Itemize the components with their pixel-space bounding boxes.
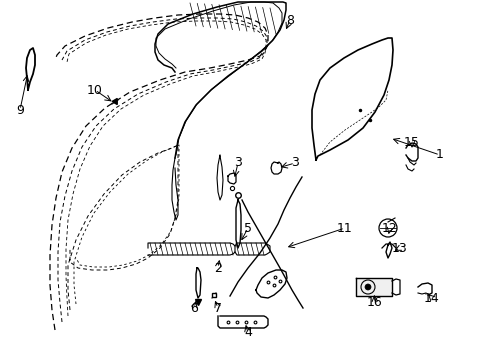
Text: 3: 3 xyxy=(234,157,242,170)
Text: 10: 10 xyxy=(87,84,103,96)
Text: 8: 8 xyxy=(285,13,293,27)
Text: 16: 16 xyxy=(366,297,382,310)
Text: 4: 4 xyxy=(244,327,251,339)
Text: 2: 2 xyxy=(214,261,222,274)
Text: 13: 13 xyxy=(391,242,407,255)
Text: 5: 5 xyxy=(244,221,251,234)
Circle shape xyxy=(364,284,370,290)
Text: 6: 6 xyxy=(190,302,198,315)
Polygon shape xyxy=(355,278,391,296)
Text: 15: 15 xyxy=(403,136,419,149)
Text: 7: 7 xyxy=(214,302,222,315)
Text: 12: 12 xyxy=(381,221,397,234)
Text: 1: 1 xyxy=(435,148,443,162)
Text: 3: 3 xyxy=(290,157,298,170)
Text: 14: 14 xyxy=(423,292,439,305)
Text: 9: 9 xyxy=(16,104,24,117)
Text: 11: 11 xyxy=(336,221,352,234)
